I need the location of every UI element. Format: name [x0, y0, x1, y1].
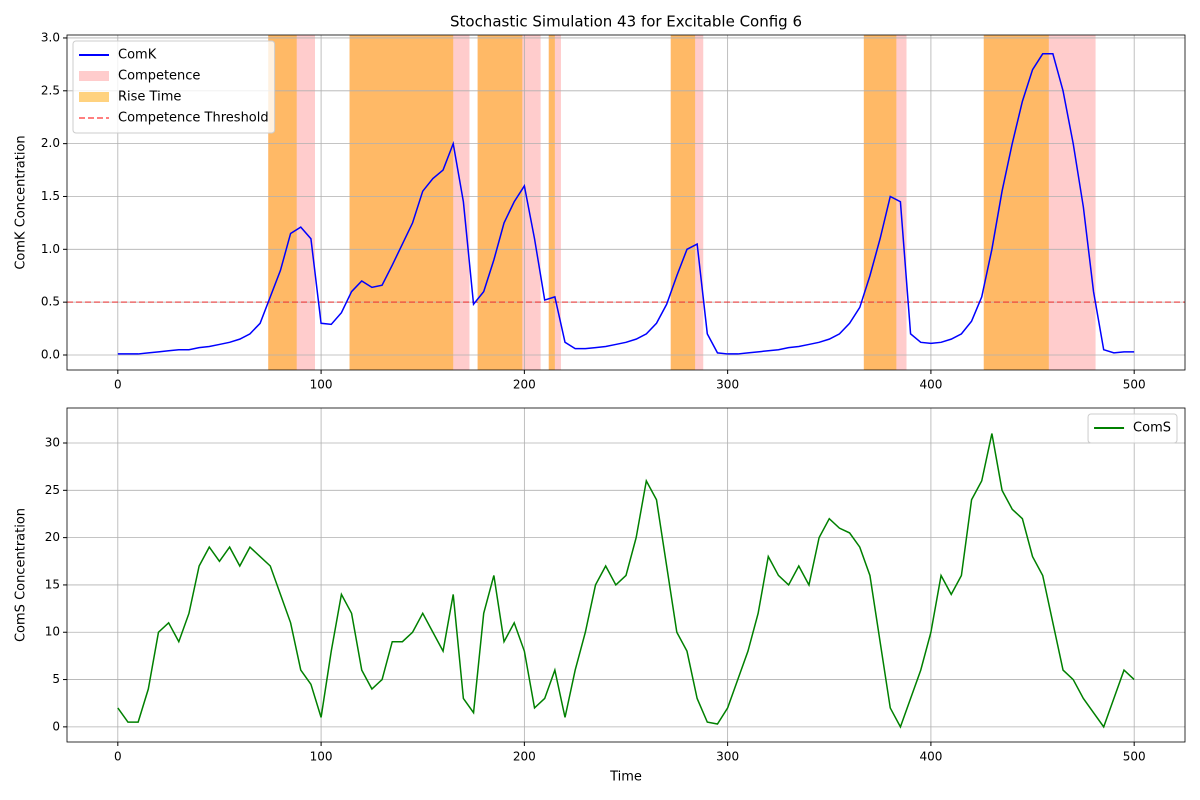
x-tick-label: 300	[716, 378, 739, 392]
y-tick-label: 5	[52, 672, 60, 686]
y-axis-label: ComS Concentration	[14, 508, 29, 642]
y-tick-label: 2.5	[41, 83, 60, 97]
y-tick-label: 20	[45, 530, 60, 544]
legend-swatch	[79, 71, 109, 81]
x-tick-label: 500	[1123, 750, 1146, 764]
y-tick-label: 2.0	[41, 136, 60, 150]
y-tick-label: 0.5	[41, 295, 60, 309]
legend-frame	[1087, 413, 1178, 444]
span	[349, 35, 454, 370]
legend-label: Competence Threshold	[118, 111, 269, 126]
legend-label: ComS	[1133, 421, 1171, 436]
x-tick-label: 200	[513, 378, 536, 392]
y-tick-label: 1.0	[41, 242, 60, 256]
span	[548, 35, 555, 370]
legend-label: Competence	[118, 69, 200, 84]
x-tick-label: 400	[919, 378, 942, 392]
legend-label: ComK	[118, 48, 157, 63]
y-axis-label: ComK Concentration	[14, 135, 29, 269]
span	[477, 35, 523, 370]
chart-title: Stochastic Simulation 43 for Excitable C…	[450, 13, 802, 31]
span	[983, 35, 1049, 370]
x-tick-label: 200	[513, 750, 536, 764]
x-tick-label: 400	[919, 750, 942, 764]
y-tick-label: 10	[45, 625, 60, 639]
y-tick-label: 0.0	[41, 347, 60, 361]
legend-frame	[72, 40, 276, 134]
y-tick-label: 1.5	[41, 189, 60, 203]
axes-frame	[66, 34, 1186, 371]
span	[863, 35, 897, 370]
y-tick-label: 30	[45, 436, 60, 450]
y-tick-label: 25	[45, 483, 60, 497]
plot-area	[67, 408, 1185, 742]
series-line	[117, 53, 1135, 355]
x-tick-label: 100	[310, 750, 333, 764]
axes-frame	[66, 407, 1186, 743]
span	[670, 35, 696, 370]
legend: ComS	[1087, 413, 1178, 444]
x-tick-label: 0	[114, 378, 122, 392]
legend: ComK Competence Rise Time Competence Thresh…	[72, 40, 276, 134]
legend-swatch	[79, 92, 109, 102]
series-line	[117, 433, 1135, 729]
x-tick-label: 0	[114, 750, 122, 764]
x-tick-label: 300	[716, 750, 739, 764]
x-axis-label: Time	[609, 770, 642, 785]
y-tick-label: 0	[52, 719, 60, 733]
legend-label: Rise Time	[118, 90, 181, 105]
x-tick-label: 100	[310, 378, 333, 392]
x-tick-label: 500	[1123, 378, 1146, 392]
y-tick-label: 3.0	[41, 30, 60, 44]
y-tick-label: 15	[45, 577, 60, 591]
